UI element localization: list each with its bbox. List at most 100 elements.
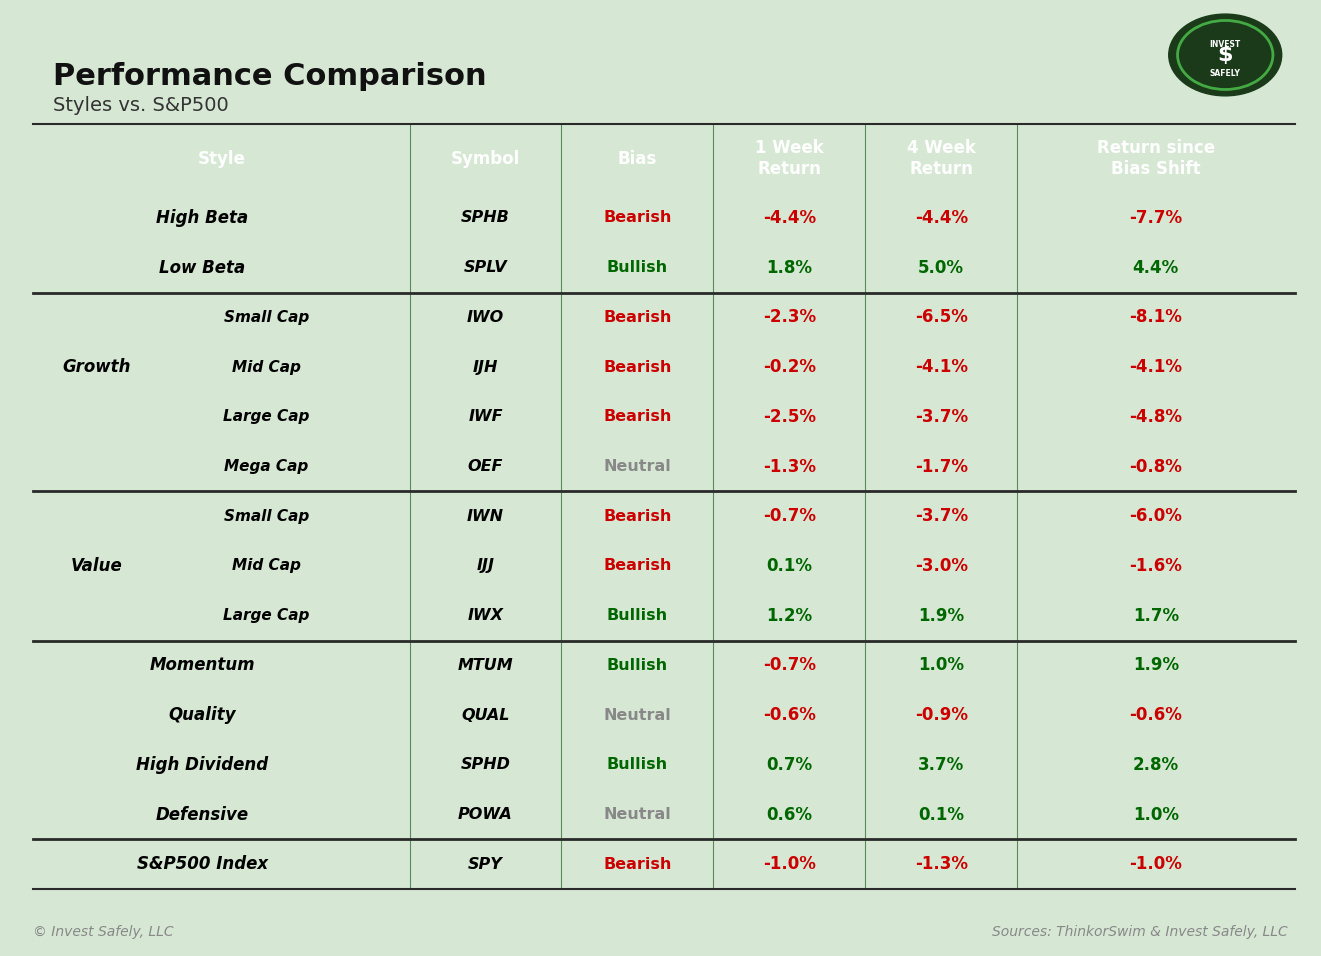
Text: S&P500 Index: S&P500 Index: [137, 856, 268, 873]
Text: Bearish: Bearish: [604, 509, 671, 524]
Text: Sources: ThinkorSwim & Invest Safely, LLC: Sources: ThinkorSwim & Invest Safely, LL…: [992, 924, 1288, 939]
Text: -3.7%: -3.7%: [914, 408, 968, 425]
Text: IWX: IWX: [468, 608, 503, 623]
Text: 0.7%: 0.7%: [766, 756, 812, 773]
Text: -1.0%: -1.0%: [762, 856, 816, 873]
Text: Performance Comparison: Performance Comparison: [53, 62, 486, 91]
Text: Value: Value: [71, 557, 123, 575]
Text: -0.9%: -0.9%: [914, 706, 968, 724]
Text: 2.8%: 2.8%: [1133, 756, 1178, 773]
Text: -1.3%: -1.3%: [914, 856, 968, 873]
Text: IWF: IWF: [468, 409, 503, 424]
Text: -8.1%: -8.1%: [1129, 309, 1182, 326]
Text: Neutral: Neutral: [604, 459, 671, 474]
Text: -1.3%: -1.3%: [762, 458, 816, 475]
Text: Styles vs. S&P500: Styles vs. S&P500: [53, 96, 229, 115]
Text: -0.8%: -0.8%: [1129, 458, 1182, 475]
Text: 0.1%: 0.1%: [918, 806, 964, 823]
Text: Style: Style: [197, 150, 246, 167]
Text: -3.0%: -3.0%: [914, 557, 968, 575]
Text: -4.8%: -4.8%: [1129, 408, 1182, 425]
Text: -4.4%: -4.4%: [914, 209, 968, 227]
Text: -6.0%: -6.0%: [1129, 508, 1182, 525]
Text: OEF: OEF: [468, 459, 503, 474]
Text: SAFELY: SAFELY: [1210, 69, 1240, 77]
Text: Bullish: Bullish: [606, 608, 668, 623]
Text: Small Cap: Small Cap: [223, 310, 309, 325]
Text: Bearish: Bearish: [604, 857, 671, 872]
Text: 1.2%: 1.2%: [766, 607, 812, 624]
Text: -2.3%: -2.3%: [762, 309, 816, 326]
Text: Bearish: Bearish: [604, 558, 671, 574]
Text: -7.7%: -7.7%: [1129, 209, 1182, 227]
Text: Bearish: Bearish: [604, 409, 671, 424]
Text: -4.4%: -4.4%: [762, 209, 816, 227]
Text: High Dividend: High Dividend: [136, 756, 268, 773]
Text: Large Cap: Large Cap: [223, 608, 309, 623]
Text: IJJ: IJJ: [477, 558, 494, 574]
Text: Bearish: Bearish: [604, 359, 671, 375]
Text: Quality: Quality: [169, 706, 236, 724]
Text: -4.1%: -4.1%: [914, 358, 968, 376]
Text: Large Cap: Large Cap: [223, 409, 309, 424]
Text: 0.6%: 0.6%: [766, 806, 812, 823]
Text: 1.0%: 1.0%: [918, 657, 964, 674]
Text: 0.1%: 0.1%: [766, 557, 812, 575]
Text: MTUM: MTUM: [457, 658, 514, 673]
Text: Bullish: Bullish: [606, 757, 668, 772]
Text: SPLV: SPLV: [464, 260, 507, 275]
Text: Bearish: Bearish: [604, 310, 671, 325]
Text: -1.0%: -1.0%: [1129, 856, 1182, 873]
Text: -0.7%: -0.7%: [762, 508, 816, 525]
Text: Neutral: Neutral: [604, 707, 671, 723]
Text: 5.0%: 5.0%: [918, 259, 964, 276]
Text: IWO: IWO: [466, 310, 505, 325]
Text: -2.5%: -2.5%: [762, 408, 816, 425]
Text: -0.2%: -0.2%: [762, 358, 816, 376]
Text: Low Beta: Low Beta: [160, 259, 246, 276]
Text: High Beta: High Beta: [156, 209, 248, 227]
Text: -0.7%: -0.7%: [762, 657, 816, 674]
Text: POWA: POWA: [458, 807, 513, 822]
Text: INVEST: INVEST: [1210, 39, 1240, 49]
Text: Bullish: Bullish: [606, 260, 668, 275]
Circle shape: [1169, 14, 1281, 96]
Text: Symbol: Symbol: [450, 150, 520, 167]
Text: 1.9%: 1.9%: [918, 607, 964, 624]
Text: 1.0%: 1.0%: [1133, 806, 1178, 823]
Text: -0.6%: -0.6%: [762, 706, 816, 724]
Text: QUAL: QUAL: [461, 707, 510, 723]
Text: 4.4%: 4.4%: [1132, 259, 1180, 276]
Text: Return since
Bias Shift: Return since Bias Shift: [1096, 140, 1215, 178]
Text: Mid Cap: Mid Cap: [232, 359, 301, 375]
Text: © Invest Safely, LLC: © Invest Safely, LLC: [33, 924, 173, 939]
Text: $: $: [1218, 45, 1232, 65]
Text: SPHD: SPHD: [461, 757, 510, 772]
Text: Small Cap: Small Cap: [223, 509, 309, 524]
Text: -3.7%: -3.7%: [914, 508, 968, 525]
Text: Mega Cap: Mega Cap: [225, 459, 309, 474]
Text: Neutral: Neutral: [604, 807, 671, 822]
Text: 1.8%: 1.8%: [766, 259, 812, 276]
Text: -1.6%: -1.6%: [1129, 557, 1182, 575]
Text: -6.5%: -6.5%: [914, 309, 968, 326]
Text: 1.9%: 1.9%: [1133, 657, 1178, 674]
Text: SPY: SPY: [468, 857, 503, 872]
Text: 1.7%: 1.7%: [1133, 607, 1178, 624]
Text: 4 Week
Return: 4 Week Return: [906, 140, 976, 178]
Text: -1.7%: -1.7%: [914, 458, 968, 475]
Text: SPHB: SPHB: [461, 210, 510, 226]
Text: Growth: Growth: [63, 358, 131, 376]
Text: Bias: Bias: [618, 150, 657, 167]
Text: Momentum: Momentum: [149, 657, 255, 674]
Text: IJH: IJH: [473, 359, 498, 375]
Text: IWN: IWN: [466, 509, 505, 524]
Text: -0.6%: -0.6%: [1129, 706, 1182, 724]
Text: Bullish: Bullish: [606, 658, 668, 673]
Text: Bearish: Bearish: [604, 210, 671, 226]
Text: -4.1%: -4.1%: [1129, 358, 1182, 376]
Text: Defensive: Defensive: [156, 806, 248, 823]
Text: 1 Week
Return: 1 Week Return: [754, 140, 824, 178]
Text: Mid Cap: Mid Cap: [232, 558, 301, 574]
Text: 3.7%: 3.7%: [918, 756, 964, 773]
